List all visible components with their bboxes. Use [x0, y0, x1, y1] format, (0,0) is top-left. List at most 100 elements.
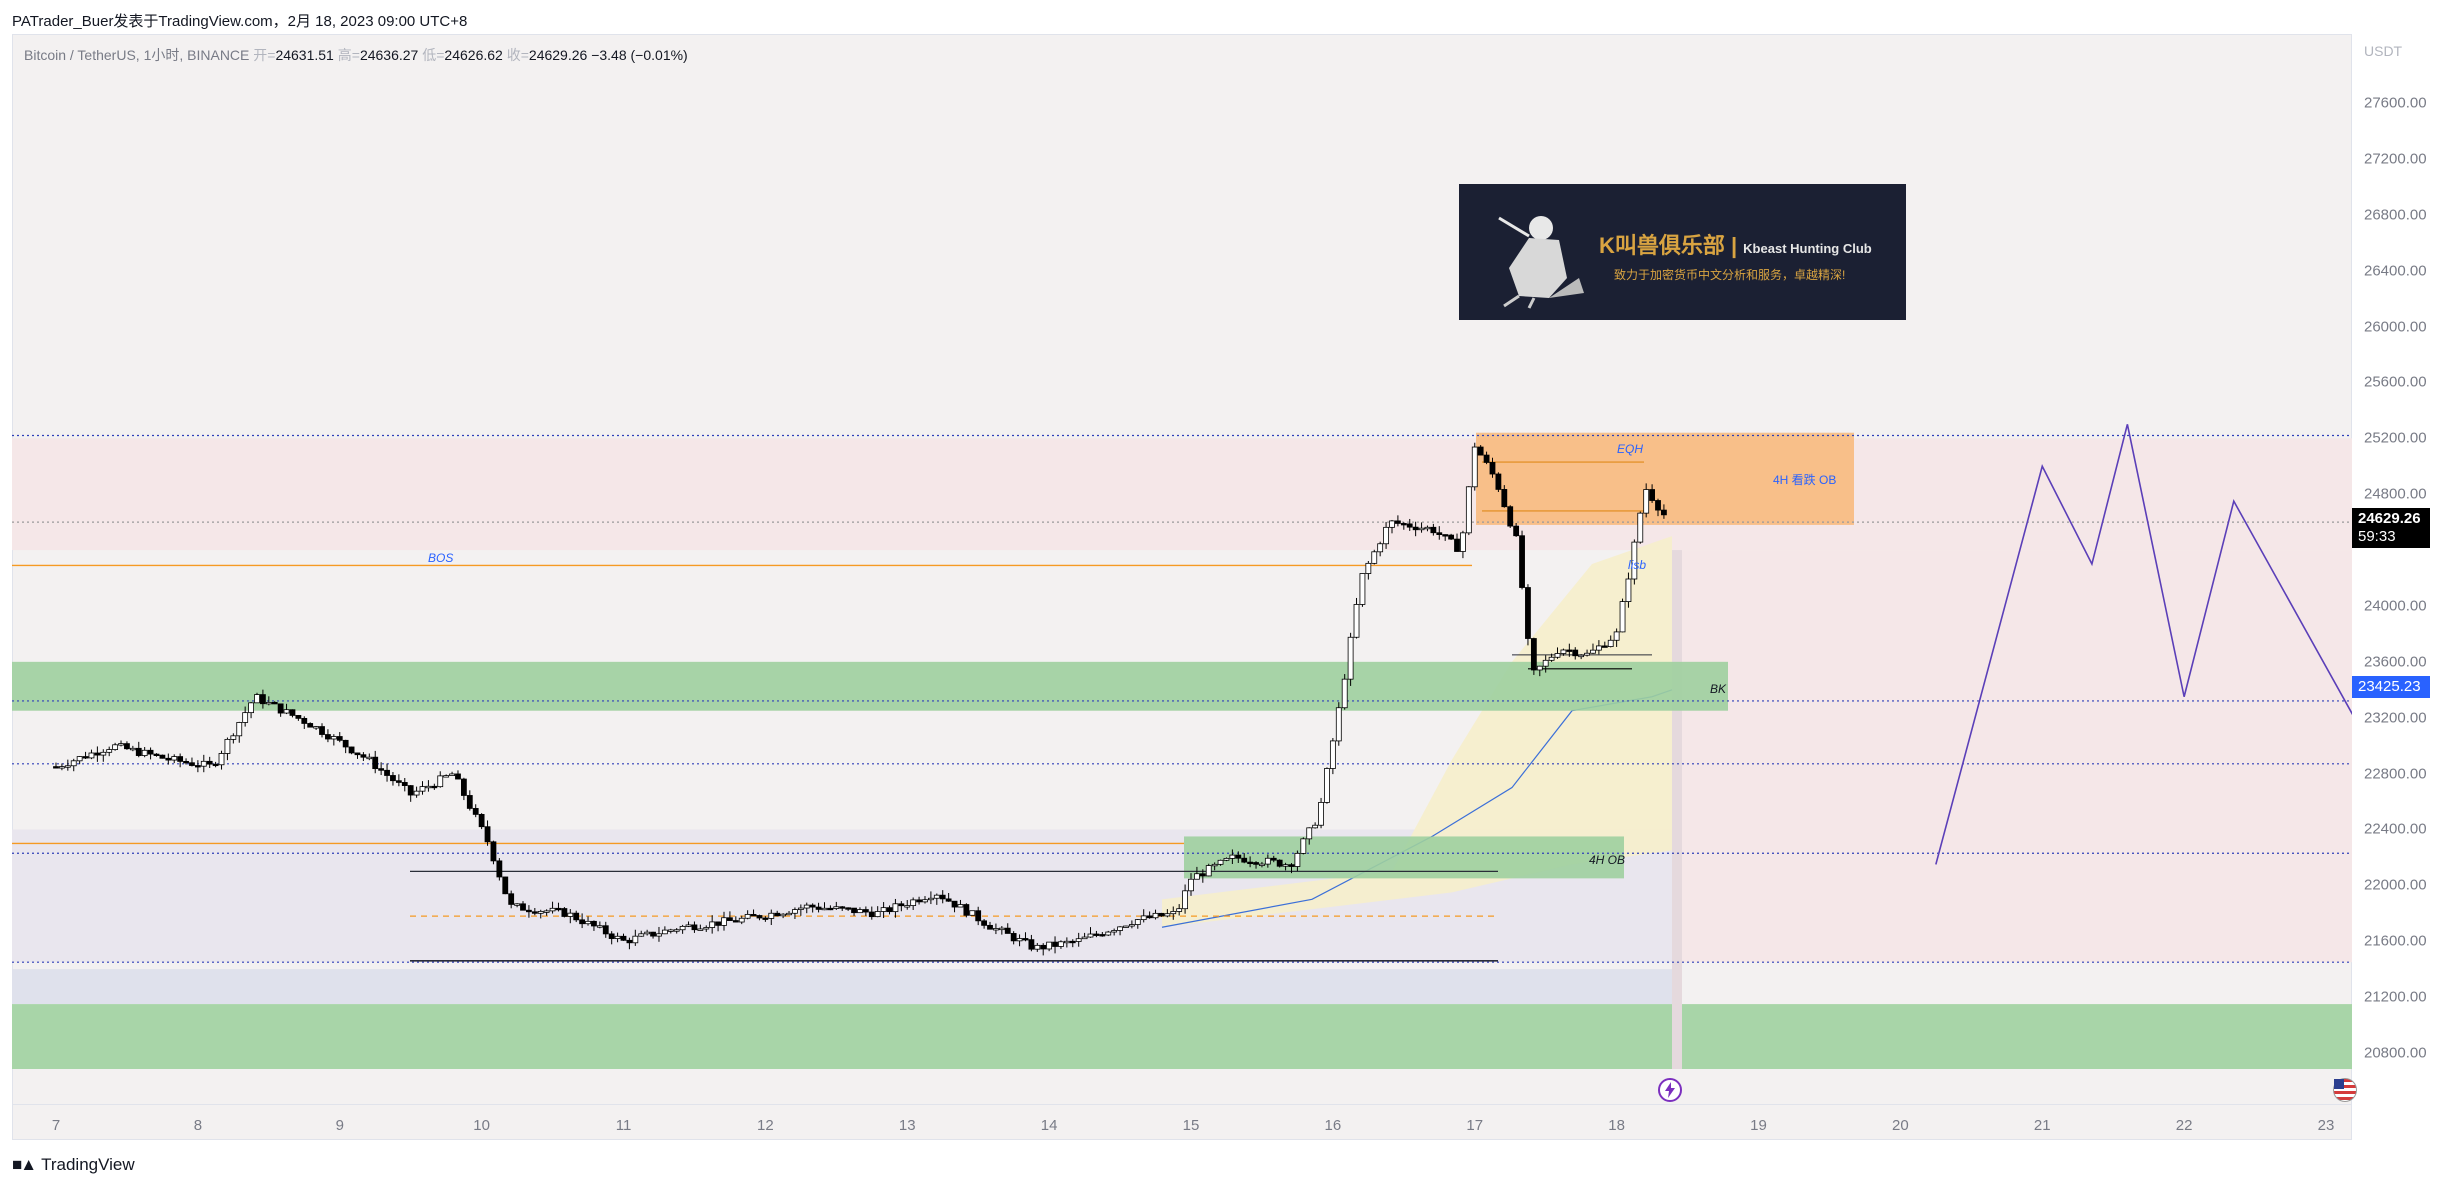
candle-body	[1128, 924, 1135, 927]
candle-body	[325, 734, 331, 740]
candle-body	[780, 913, 787, 917]
candle-body	[484, 826, 491, 843]
candle-body	[1536, 665, 1543, 671]
candle-body	[526, 909, 532, 913]
open-value: 24631.51	[275, 47, 334, 63]
us-flag-icon[interactable]	[2333, 1078, 2357, 1102]
candle-body	[313, 726, 320, 729]
candle-body	[360, 754, 367, 758]
candle-body	[1312, 824, 1319, 829]
candle-body	[490, 841, 497, 862]
candle-body	[685, 924, 692, 927]
candle-body	[614, 935, 621, 939]
candle-body	[1259, 863, 1265, 866]
candle-body	[957, 904, 964, 908]
bk-label: BK	[1710, 682, 1727, 696]
candle-body	[679, 925, 686, 931]
candle-body	[774, 912, 781, 917]
candle-body	[1058, 941, 1064, 947]
candle-body	[626, 939, 633, 944]
candle-body	[242, 712, 249, 723]
demand-zone-bottom	[12, 1004, 2352, 1069]
candle-body	[673, 929, 680, 932]
candle-body	[927, 897, 934, 901]
candle-body	[1353, 604, 1360, 638]
price-axis[interactable]: 27600.00 27200.00 26800.00 26400.00 26000.00…	[2352, 34, 2453, 1140]
candle-body	[667, 929, 674, 932]
candle-body	[348, 746, 355, 754]
candle-body	[620, 935, 627, 941]
candle-body	[537, 910, 544, 914]
time-tick: 8	[193, 1117, 203, 1134]
candle-body	[1389, 520, 1395, 528]
candle-body	[472, 808, 479, 815]
candle-body	[1123, 925, 1129, 928]
candle-body	[106, 749, 113, 753]
candle-body	[1205, 865, 1212, 877]
candle-body	[797, 907, 804, 911]
candle-body	[1371, 551, 1378, 564]
candle-body	[691, 924, 698, 931]
low-label: 低=	[422, 47, 445, 63]
candle-body	[1318, 802, 1324, 826]
candle-body	[1229, 854, 1236, 859]
lisb-label: lisb	[1628, 558, 1647, 572]
time-tick: 21	[2033, 1117, 2051, 1134]
candle-body	[1188, 878, 1194, 892]
time-axis[interactable]: 7 8 9 10 11 12 13 14 15 16 17 18 19 20 21 22 23	[12, 1104, 2352, 1141]
candle-body	[1211, 863, 1218, 867]
candle-body	[295, 715, 302, 719]
time-tick: 23	[2317, 1117, 2335, 1134]
candle-body	[803, 904, 810, 909]
candle-body	[384, 769, 390, 776]
kbeast-banner: K叫兽俱乐部 | Kbeast Hunting Club 致力于加密货币中文分析和…	[1459, 184, 1906, 320]
chart-canvas[interactable]	[12, 34, 2352, 1104]
candle-body	[1655, 500, 1661, 511]
price-tick: 24000.00	[2364, 597, 2427, 615]
candle-body	[200, 760, 207, 767]
footer-brand[interactable]: ■▲ TradingView	[12, 1155, 135, 1175]
candle-body	[1578, 654, 1585, 658]
price-tick: 25600.00	[2364, 373, 2427, 391]
candle-body	[88, 752, 95, 759]
candle-body	[431, 785, 438, 789]
candle-body	[1335, 707, 1342, 742]
candle-body	[1542, 659, 1549, 667]
candle-body	[466, 795, 473, 809]
candle-body	[1081, 936, 1088, 940]
time-tick: 14	[1040, 1117, 1058, 1134]
candle-body	[1004, 927, 1011, 934]
candle-body	[933, 894, 940, 899]
candle-body	[1253, 862, 1259, 865]
symbol-legend[interactable]: Bitcoin / TetherUS, 1小时, BINANCE 开=24631…	[24, 45, 688, 65]
bearish-ob-label: 4H 看跌 OB	[1773, 473, 1837, 487]
candle-body	[289, 709, 296, 716]
candle-body	[1223, 857, 1230, 861]
candle-body	[194, 765, 201, 768]
candle-body	[1134, 919, 1141, 925]
candle-body	[1194, 873, 1200, 880]
candle-body	[898, 903, 905, 907]
candle-body	[165, 757, 172, 761]
candle-body	[118, 743, 124, 746]
candle-body	[1495, 473, 1502, 490]
candle-body	[638, 933, 645, 937]
candle-body	[1347, 636, 1354, 680]
current-price-value: 24629.26	[2358, 510, 2421, 527]
candle-body	[573, 912, 580, 921]
candle-body	[307, 723, 314, 728]
candle-body	[922, 899, 928, 903]
candle-body	[64, 765, 71, 768]
lightning-icon[interactable]	[1658, 1078, 1682, 1102]
candle-body	[520, 903, 526, 911]
candle-body	[555, 907, 562, 911]
candle-body	[709, 921, 716, 928]
candle-body	[1395, 520, 1401, 524]
candle-body	[1217, 859, 1224, 865]
candle-body	[342, 739, 349, 748]
candle-body	[1235, 854, 1242, 859]
candle-body	[939, 894, 946, 900]
candle-body	[815, 906, 822, 910]
symbol-name[interactable]: Bitcoin / TetherUS, 1小时, BINANCE	[24, 47, 250, 63]
candle-body	[1377, 543, 1384, 553]
